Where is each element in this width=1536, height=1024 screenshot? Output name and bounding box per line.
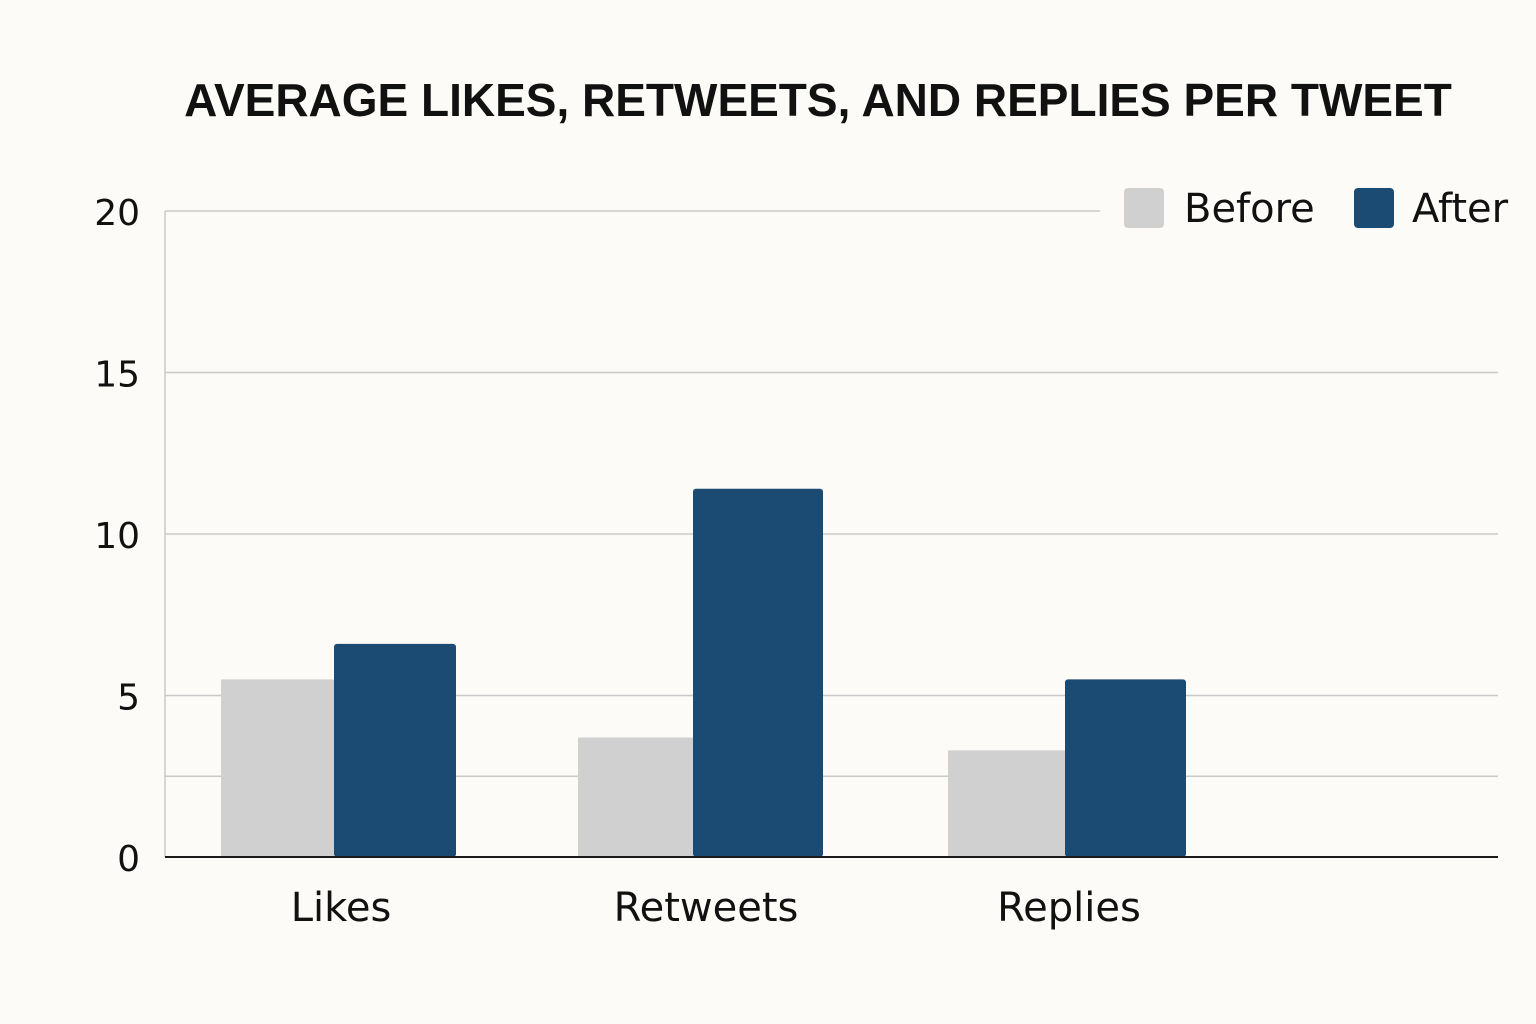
y-tick-label: 5 [117, 678, 140, 719]
category-label-replies: Replies [997, 885, 1141, 931]
bar-after-replies [1065, 679, 1186, 857]
legend-label-before: Before [1184, 186, 1315, 232]
legend-background [1100, 200, 1530, 222]
legend-label-after: After [1412, 186, 1509, 232]
bar-after-likes [334, 643, 456, 857]
bar-before-retweets [578, 737, 693, 857]
y-tick-label: 0 [117, 839, 140, 880]
legend-swatch-after [1354, 188, 1394, 228]
bar-after-retweets [693, 488, 823, 857]
y-tick-label: 10 [94, 516, 140, 557]
bar-before-likes [221, 679, 334, 857]
y-tick-label: 20 [94, 193, 140, 234]
legend-swatch-before [1124, 188, 1164, 228]
category-label-retweets: Retweets [614, 885, 799, 931]
y-tick-label: 15 [94, 355, 140, 396]
bars [221, 488, 1186, 857]
category-label-likes: Likes [291, 885, 392, 931]
y-axis-tick-labels: 0 5 10 15 20 [94, 193, 140, 880]
legend: Before After [1100, 186, 1530, 232]
x-axis-category-labels: Likes Retweets Replies [291, 885, 1141, 931]
bar-before-replies [948, 750, 1065, 857]
chart-title: AVERAGE LIKES, RETWEETS, AND REPLIES PER… [184, 74, 1452, 126]
